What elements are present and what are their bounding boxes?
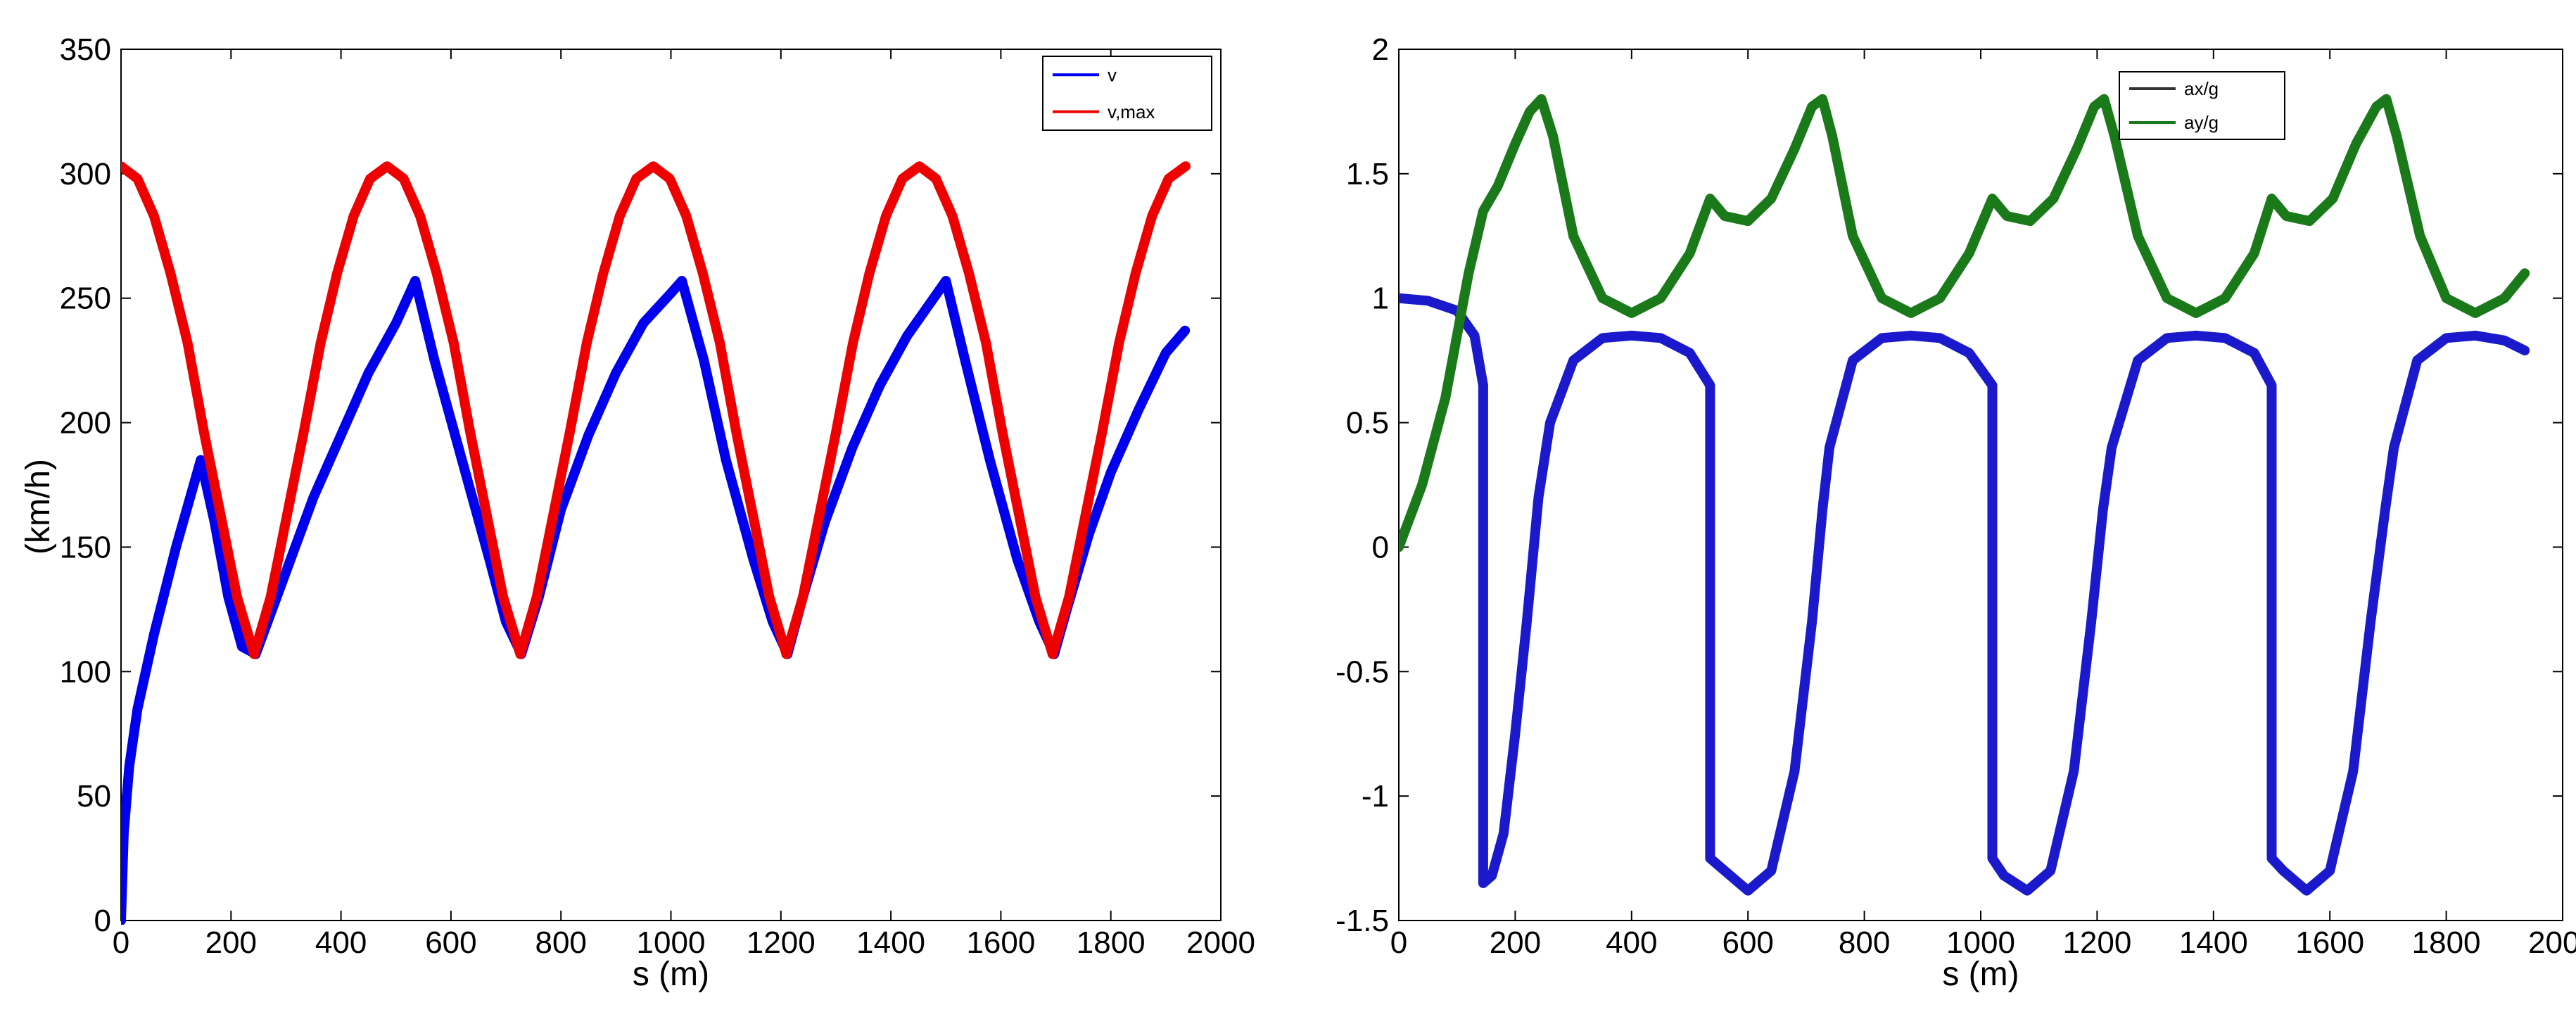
x-tick-label: 1800 [1077,925,1146,960]
y-tick-label: 2 [1372,32,1389,67]
y-axis-label: (km/h) [20,459,57,555]
y-tick-label: 0 [94,904,111,938]
x-tick-label: 1400 [2179,925,2248,960]
x-tick-label: 400 [315,925,367,960]
x-tick-label: 1000 [637,925,706,960]
x-tick-label: 800 [535,925,586,960]
series-line-v-max [121,161,1191,659]
chart-acceleration: 0 200 400 600 800 1000 1200 1400 1600 1800 2000 -1.… [1335,32,2576,993]
x-axis-label: s (m) [633,956,709,993]
x-tick-label: 1600 [966,925,1035,960]
x-tick-label: 0 [1390,925,1407,960]
y-tick-label: -1.5 [1335,904,1389,938]
y-tick-label: 50 [77,779,111,814]
y-tick-label: 1.5 [1346,157,1389,191]
series-line-ay-g [1399,94,2530,552]
x-tick-label: 600 [425,925,476,960]
plot-area [1398,49,2563,921]
x-tick-label: 200 [1490,925,1541,960]
x-tick-label: 400 [1606,925,1657,960]
x-tick-label: 1000 [1946,925,2015,960]
y-tick-label: 350 [60,32,111,67]
y-tick-label: 150 [60,530,111,564]
legend-label: v,max [1108,101,1155,122]
series-group [1399,94,2530,896]
x-axis-label: s (m) [1942,956,2019,993]
x-tick-label: 800 [1839,925,1890,960]
legend-box [1042,56,1212,131]
y-tick-label: 300 [60,157,111,191]
x-tick-label: 1400 [856,925,925,960]
y-tick-label: 1 [1372,282,1389,316]
series-line-v [121,276,1191,925]
x-tick-label: 0 [113,925,129,960]
y-tick-label: 100 [60,654,111,689]
y-tick-label: -1 [1362,779,1389,814]
y-tick-label: 0 [1372,530,1389,564]
x-tick-label: 1800 [2412,925,2481,960]
legend-label: v [1108,64,1117,85]
legend: ax/g ay/g [2119,71,2285,140]
y-tick-label: 250 [60,282,111,316]
x-tick-label: 1600 [2295,925,2364,960]
x-tick-label: 200 [205,925,257,960]
chart-speed: 0 200 400 600 800 1000 1200 1400 1600 1800 2000 0 50… [20,32,1255,993]
series-group [121,161,1191,925]
y-tick-label: -0.5 [1335,654,1389,689]
x-tick-label: 1200 [747,925,816,960]
y-tick-label: 0.5 [1346,406,1389,441]
legend-label: ay/g [2184,112,2219,133]
legend-label: ax/g [2184,78,2219,99]
y-tick-label: 200 [60,406,111,441]
legend-box [2119,71,2285,140]
x-tick-label: 600 [1722,925,1773,960]
series-line-ax-g [1399,293,2530,896]
legend: v v,max [1042,56,1212,131]
plot-area [120,49,1222,921]
x-tick-label: 1200 [2062,925,2131,960]
x-tick-label: 2000 [2528,925,2576,960]
x-tick-label: 2000 [1186,925,1255,960]
